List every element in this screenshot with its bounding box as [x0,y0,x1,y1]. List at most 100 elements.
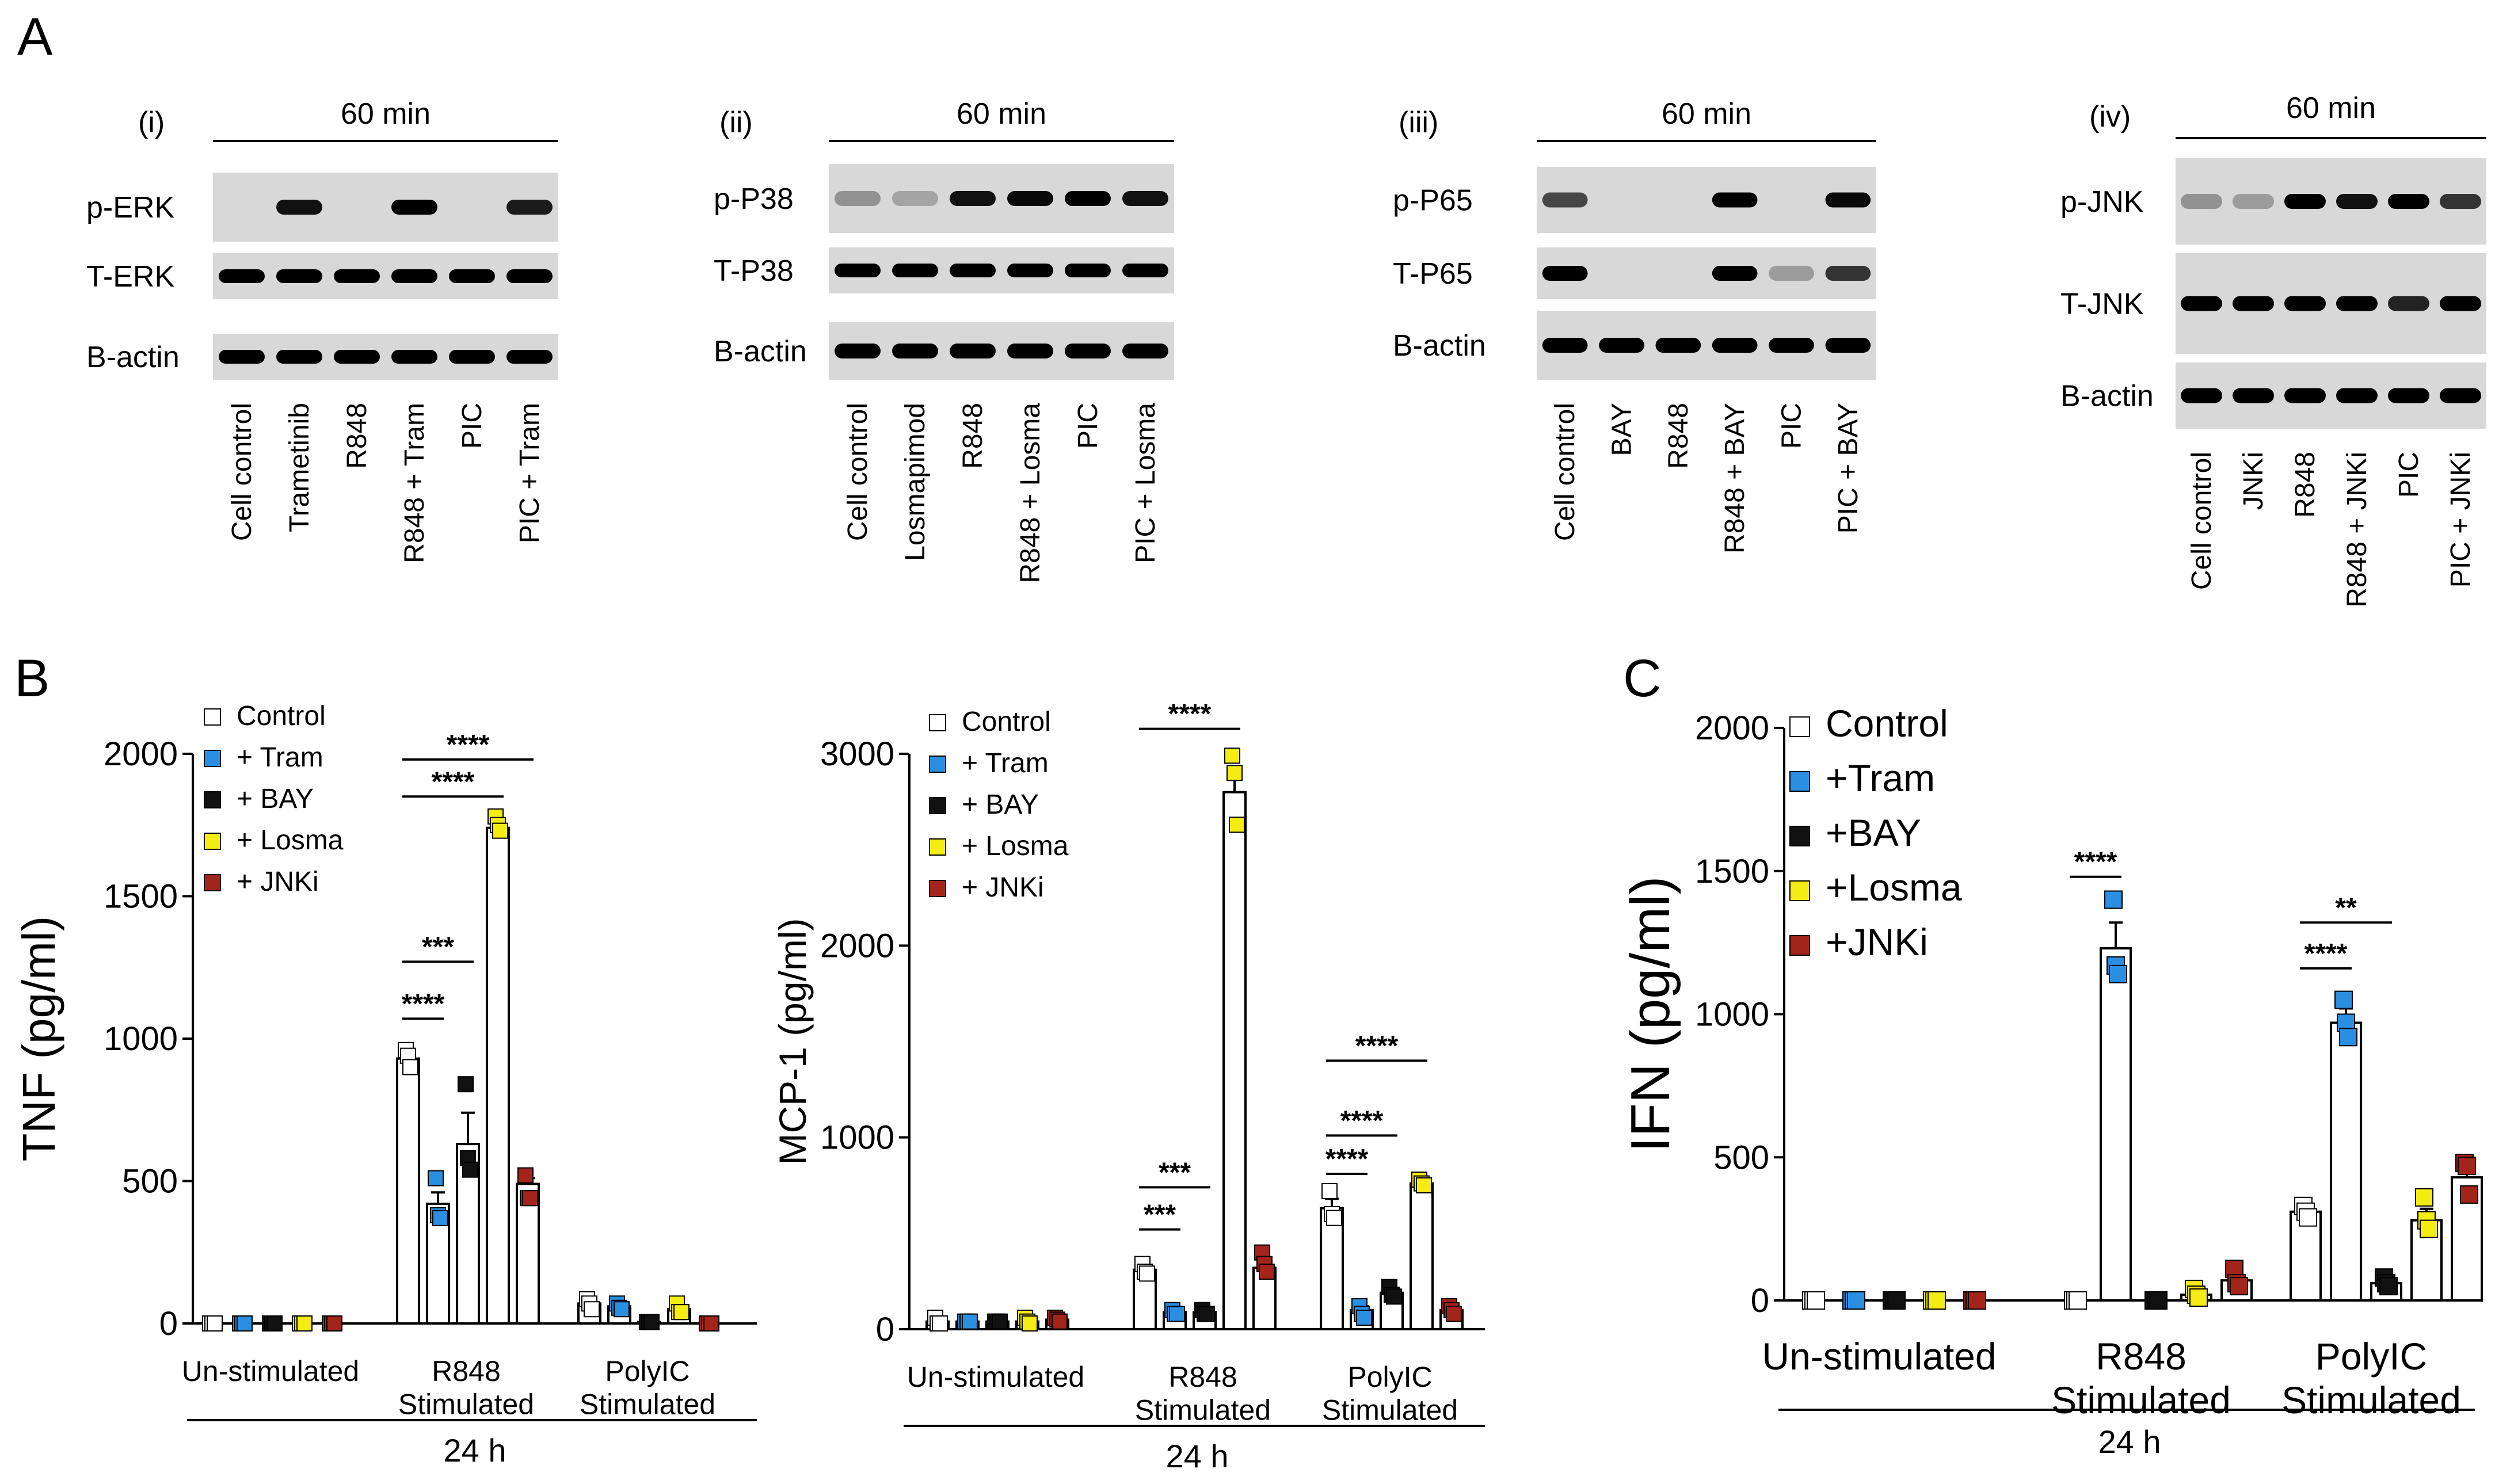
blot-lane-label: R848 [1663,403,1694,469]
y-tick-label: 2000 [820,927,894,964]
blot-band [2181,194,2222,209]
group-label-line: Stimulated [1135,1394,1271,1426]
legend-marker [1789,826,1810,846]
blot-band [1065,191,1111,206]
blot-row-label: T-P65 [1393,257,1473,291]
x-group-label: 24 h [1166,1438,1229,1474]
blot-roman-label: (ii) [719,106,753,139]
group-label-line: Stimulated [580,1388,715,1421]
panel-label-a: A [17,7,53,66]
group-label: R848 Stimulated [398,1355,534,1421]
data-point [462,1161,478,1178]
legend-label: +JNKi [1826,921,1928,963]
legend-label: + BAY [962,789,1039,820]
significance-label: **** [432,766,475,797]
y-tick-label: 1000 [820,1119,894,1157]
group-label-line: Stimulated [2281,1379,2461,1421]
blot-band [449,269,495,283]
blot-lane-label: PIC [457,403,487,449]
blot-band [1122,264,1168,277]
blot-band [2336,296,2378,311]
panel-label-b: B [14,649,49,708]
bar [2100,947,2132,1302]
y-tick-label: 1000 [1695,996,1769,1033]
legend-marker [1789,716,1810,737]
data-point [2379,1277,2398,1296]
legend-marker [1789,880,1810,901]
data-point [517,1167,534,1184]
data-point [1968,1291,1986,1310]
blot-lane-label: Cell control [2187,452,2217,590]
blot-band [1825,338,1871,353]
data-point [2420,1219,2438,1238]
data-point [1356,1310,1372,1326]
blot-band [1825,266,1871,281]
blot-lane-label: R848 [958,403,988,469]
blot-band [1007,191,1053,206]
legend-label: +BAY [1826,811,1921,854]
data-point [428,1170,444,1187]
data-point [673,1304,690,1321]
legend-marker [929,756,946,773]
data-point [1199,1306,1215,1322]
bar [1222,791,1247,1330]
blot-lane-label: PIC + Losma [1130,403,1161,563]
data-point [1139,1265,1155,1282]
blot-lane-label: PIC [1073,403,1103,449]
blot-band [2388,194,2429,209]
bar [396,1057,420,1325]
data-point [432,1210,448,1226]
blot-band [1769,338,1814,353]
blot-row-label: p-ERK [86,191,174,224]
blot-band [2388,388,2429,403]
blot-band [1825,192,1871,208]
y-tick-label: 2000 [1695,709,1769,747]
significance-label: ** [2335,892,2357,923]
group-label: PolyIC Stimulated [1322,1361,1458,1426]
group-label-line: PolyIC [1347,1361,1432,1393]
blot-band [276,269,322,283]
blot-band [1122,344,1168,358]
blot-band [2233,194,2274,209]
significance-label: *** [1159,1157,1191,1188]
legend-marker [1789,935,1810,956]
data-point [1321,1183,1338,1199]
blot-band [334,269,380,283]
blot-membrane [2176,253,2486,354]
blot-panel-4: (iv) 60 min p-JNK T-JNK B-actin Cell control J… [2060,91,2486,608]
data-point [1928,1291,1946,1310]
y-tick-label: 3000 [820,735,894,773]
x-group-label: 24 h [444,1432,506,1468]
blot-band [2284,388,2326,403]
blot-lane-label: R848 + Losma [1015,403,1046,583]
x-group-label: 24 h [2098,1424,2161,1460]
data-point [2334,990,2353,1009]
data-point [614,1301,630,1318]
blot-band [892,344,938,358]
blot-membrane [213,173,558,242]
blot-band [276,350,322,364]
blot-row-label: p-P38 [714,182,794,216]
data-point [1229,817,1245,833]
blot-band [892,191,938,206]
blot-band [835,191,881,206]
legend-label: + Tram [237,742,323,773]
data-point [2460,1185,2478,1204]
data-point [2104,890,2123,909]
data-point [522,1190,538,1207]
blot-lane-label: R848 + Tram [399,403,430,563]
data-point [1224,747,1240,764]
blot-lane-label: Cell control [1550,403,1580,541]
blot-lane-label: R848 + JNKi [2342,452,2372,608]
group-label: Un-stimulated [907,1361,1084,1393]
data-point [2415,1188,2433,1207]
blot-band [391,200,437,215]
blot-membrane [1537,167,1876,233]
significance-label: **** [447,730,490,760]
data-point [2069,1291,2087,1310]
data-point [2189,1288,2208,1307]
legend-label: + JNKi [237,867,319,897]
legend-marker [204,750,221,767]
